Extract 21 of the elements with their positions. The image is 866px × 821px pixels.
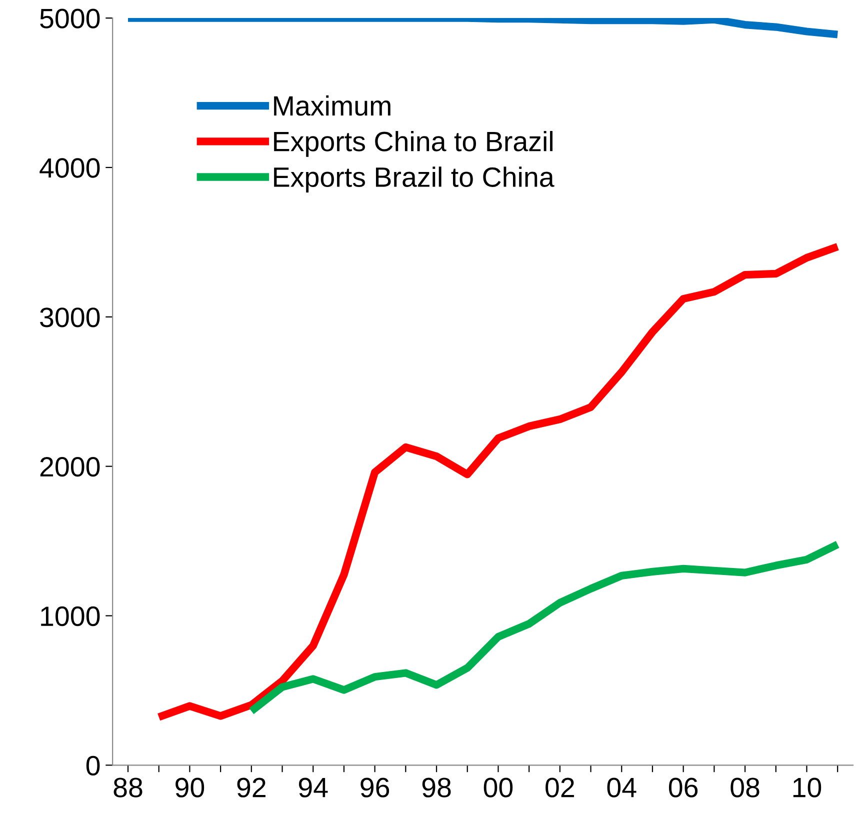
legend-label: Exports Brazil to China (274, 166, 554, 192)
legend-label: Maximum (274, 95, 390, 116)
x-tick-label: 96 (360, 778, 390, 798)
y-tick-label: 4000 (40, 158, 100, 178)
x-tick-label: 90 (176, 778, 204, 798)
x-tick-label: 04 (607, 778, 636, 798)
x-tick-label: 00 (484, 778, 513, 798)
x-tick-label: 06 (668, 778, 698, 798)
y-tick-label: 5000 (40, 8, 100, 28)
x-tick-label: 02 (546, 778, 574, 798)
y-tick-label: 1000 (41, 606, 100, 626)
x-tick-label: 98 (422, 778, 451, 798)
x-tick-label: 08 (730, 778, 760, 798)
y-tick-label: 2000 (40, 456, 100, 477)
x-tick-label: 10 (793, 778, 822, 798)
x-tick-label: 92 (237, 778, 266, 798)
x-tick-label: 88 (114, 778, 142, 798)
legend-label: Exports China to Brazil (274, 130, 552, 157)
y-tick-label: 3000 (40, 308, 100, 328)
y-tick-label: 0 (86, 756, 100, 776)
x-tick-label: 94 (298, 778, 328, 798)
